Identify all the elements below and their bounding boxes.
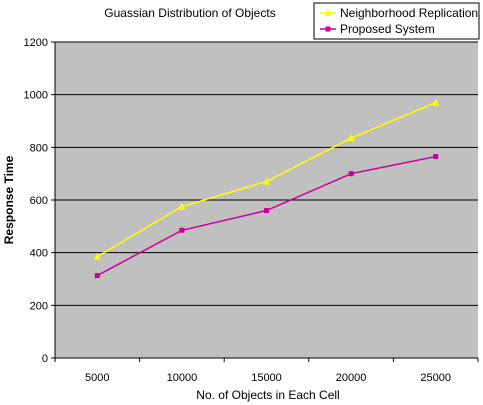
x-tick-label: 20000 xyxy=(336,372,367,384)
y-tick-label: 400 xyxy=(30,248,48,260)
data-point xyxy=(433,154,439,160)
data-point xyxy=(348,171,354,177)
y-tick-label: 600 xyxy=(30,195,48,207)
y-tick-label: 800 xyxy=(30,142,48,154)
x-axis-title: No. of Objects in Each Cell xyxy=(196,388,339,402)
legend-marker xyxy=(325,26,331,32)
series-2 xyxy=(94,154,439,279)
data-point xyxy=(178,202,186,210)
y-tick-label: 200 xyxy=(30,300,48,312)
data-point xyxy=(94,273,100,279)
x-tick-label: 25000 xyxy=(420,372,451,384)
series-layer xyxy=(93,98,440,279)
x-tick-labels: 5000 10000 15000 20000 25000 xyxy=(54,358,479,384)
legend-marker xyxy=(324,9,332,16)
legend-label: Neighborhood Replication xyxy=(340,6,478,20)
x-tick-label: 15000 xyxy=(251,372,282,384)
data-point xyxy=(263,177,270,185)
gridlines xyxy=(55,41,478,306)
legend-box xyxy=(313,2,480,40)
x-tick-label: 10000 xyxy=(167,372,198,384)
data-point xyxy=(347,134,355,142)
y-tick-label: 1000 xyxy=(24,90,48,102)
x-tick-label: 5000 xyxy=(85,372,109,384)
series-1 xyxy=(93,98,440,260)
chart-title: Guassian Distribution of Objects xyxy=(104,6,275,20)
data-point xyxy=(432,98,440,106)
y-axis-title: Response Time xyxy=(2,155,16,244)
data-point xyxy=(93,252,101,260)
legend-label: Proposed System xyxy=(340,22,435,36)
y-tick-labels: 0 200 400 600 800 1000 1200 xyxy=(24,37,55,365)
y-tick-label: 1200 xyxy=(24,37,48,49)
y-tick-label: 0 xyxy=(42,353,48,365)
legend: Neighborhood Replication Proposed System xyxy=(313,2,480,40)
data-point xyxy=(264,208,269,214)
data-point xyxy=(179,227,185,233)
